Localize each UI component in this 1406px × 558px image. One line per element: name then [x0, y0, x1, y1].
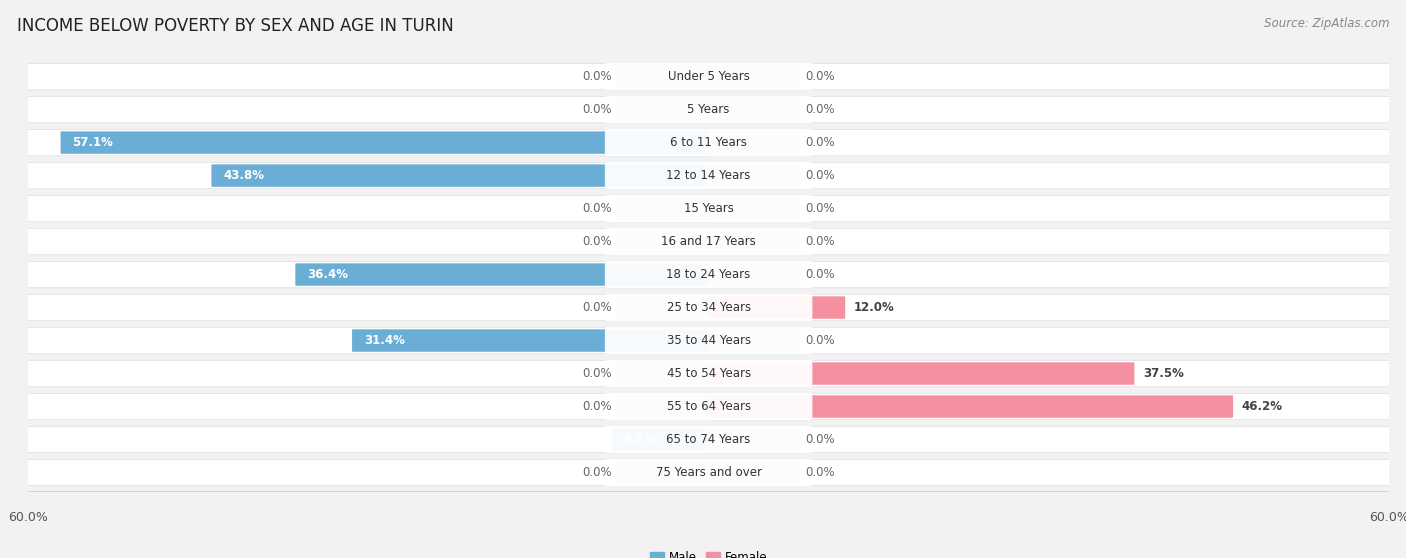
FancyBboxPatch shape: [28, 162, 1389, 189]
FancyBboxPatch shape: [605, 294, 813, 321]
FancyBboxPatch shape: [211, 165, 709, 187]
FancyBboxPatch shape: [709, 98, 800, 121]
Text: 0.0%: 0.0%: [582, 367, 612, 380]
Text: 0.0%: 0.0%: [806, 235, 835, 248]
FancyBboxPatch shape: [709, 461, 800, 484]
FancyBboxPatch shape: [605, 360, 813, 387]
Text: 25 to 34 Years: 25 to 34 Years: [666, 301, 751, 314]
FancyBboxPatch shape: [605, 327, 813, 354]
Text: 18 to 24 Years: 18 to 24 Years: [666, 268, 751, 281]
Text: 5 Years: 5 Years: [688, 103, 730, 116]
Text: 65 to 74 Years: 65 to 74 Years: [666, 433, 751, 446]
FancyBboxPatch shape: [605, 162, 813, 189]
Text: 15 Years: 15 Years: [683, 202, 734, 215]
Text: 57.1%: 57.1%: [72, 136, 114, 149]
FancyBboxPatch shape: [709, 230, 800, 253]
FancyBboxPatch shape: [709, 329, 800, 352]
FancyBboxPatch shape: [28, 195, 1389, 222]
Text: INCOME BELOW POVERTY BY SEX AND AGE IN TURIN: INCOME BELOW POVERTY BY SEX AND AGE IN T…: [17, 17, 454, 35]
Text: 0.0%: 0.0%: [806, 268, 835, 281]
FancyBboxPatch shape: [28, 64, 1389, 90]
FancyBboxPatch shape: [605, 195, 813, 222]
Text: 0.0%: 0.0%: [806, 136, 835, 149]
FancyBboxPatch shape: [28, 97, 1389, 123]
FancyBboxPatch shape: [605, 228, 813, 255]
FancyBboxPatch shape: [617, 98, 709, 121]
FancyBboxPatch shape: [605, 96, 813, 123]
FancyBboxPatch shape: [28, 328, 1389, 354]
FancyBboxPatch shape: [709, 65, 800, 88]
Text: Under 5 Years: Under 5 Years: [668, 70, 749, 83]
FancyBboxPatch shape: [709, 296, 845, 319]
FancyBboxPatch shape: [28, 426, 1389, 453]
FancyBboxPatch shape: [617, 65, 709, 88]
FancyBboxPatch shape: [617, 198, 709, 220]
FancyBboxPatch shape: [709, 165, 800, 187]
FancyBboxPatch shape: [605, 129, 813, 156]
FancyBboxPatch shape: [709, 263, 800, 286]
Text: 37.5%: 37.5%: [1143, 367, 1184, 380]
Text: 16 and 17 Years: 16 and 17 Years: [661, 235, 756, 248]
FancyBboxPatch shape: [605, 261, 813, 288]
Text: 12.0%: 12.0%: [853, 301, 894, 314]
Text: 0.0%: 0.0%: [582, 103, 612, 116]
FancyBboxPatch shape: [617, 395, 709, 418]
Text: 0.0%: 0.0%: [806, 202, 835, 215]
Text: 46.2%: 46.2%: [1241, 400, 1282, 413]
FancyBboxPatch shape: [617, 296, 709, 319]
Text: 0.0%: 0.0%: [806, 466, 835, 479]
FancyBboxPatch shape: [28, 393, 1389, 420]
Text: 0.0%: 0.0%: [806, 334, 835, 347]
FancyBboxPatch shape: [617, 230, 709, 253]
Text: 0.0%: 0.0%: [582, 235, 612, 248]
Text: 0.0%: 0.0%: [582, 466, 612, 479]
Text: 43.8%: 43.8%: [224, 169, 264, 182]
FancyBboxPatch shape: [617, 461, 709, 484]
FancyBboxPatch shape: [709, 362, 1135, 385]
Text: 6 to 11 Years: 6 to 11 Years: [671, 136, 747, 149]
Text: 45 to 54 Years: 45 to 54 Years: [666, 367, 751, 380]
FancyBboxPatch shape: [605, 426, 813, 453]
FancyBboxPatch shape: [709, 429, 800, 451]
FancyBboxPatch shape: [709, 395, 1233, 418]
Text: 0.0%: 0.0%: [806, 169, 835, 182]
Text: 75 Years and over: 75 Years and over: [655, 466, 762, 479]
FancyBboxPatch shape: [709, 131, 800, 154]
FancyBboxPatch shape: [28, 360, 1389, 387]
Legend: Male, Female: Male, Female: [645, 546, 772, 558]
Text: 0.0%: 0.0%: [582, 202, 612, 215]
Text: 8.5%: 8.5%: [624, 433, 657, 446]
FancyBboxPatch shape: [605, 63, 813, 90]
Text: 0.0%: 0.0%: [806, 70, 835, 83]
FancyBboxPatch shape: [28, 228, 1389, 255]
Text: 55 to 64 Years: 55 to 64 Years: [666, 400, 751, 413]
Text: 0.0%: 0.0%: [806, 103, 835, 116]
Text: 0.0%: 0.0%: [806, 433, 835, 446]
Text: 31.4%: 31.4%: [364, 334, 405, 347]
FancyBboxPatch shape: [295, 263, 709, 286]
FancyBboxPatch shape: [605, 459, 813, 486]
FancyBboxPatch shape: [28, 295, 1389, 321]
FancyBboxPatch shape: [28, 129, 1389, 156]
FancyBboxPatch shape: [28, 459, 1389, 485]
Text: 35 to 44 Years: 35 to 44 Years: [666, 334, 751, 347]
FancyBboxPatch shape: [352, 329, 709, 352]
FancyBboxPatch shape: [605, 393, 813, 420]
Text: 12 to 14 Years: 12 to 14 Years: [666, 169, 751, 182]
FancyBboxPatch shape: [60, 131, 709, 154]
Text: 0.0%: 0.0%: [582, 70, 612, 83]
Text: 36.4%: 36.4%: [307, 268, 349, 281]
Text: Source: ZipAtlas.com: Source: ZipAtlas.com: [1264, 17, 1389, 30]
FancyBboxPatch shape: [709, 198, 800, 220]
Text: 0.0%: 0.0%: [582, 301, 612, 314]
FancyBboxPatch shape: [617, 362, 709, 385]
Text: 0.0%: 0.0%: [582, 400, 612, 413]
FancyBboxPatch shape: [612, 429, 709, 451]
FancyBboxPatch shape: [28, 261, 1389, 288]
